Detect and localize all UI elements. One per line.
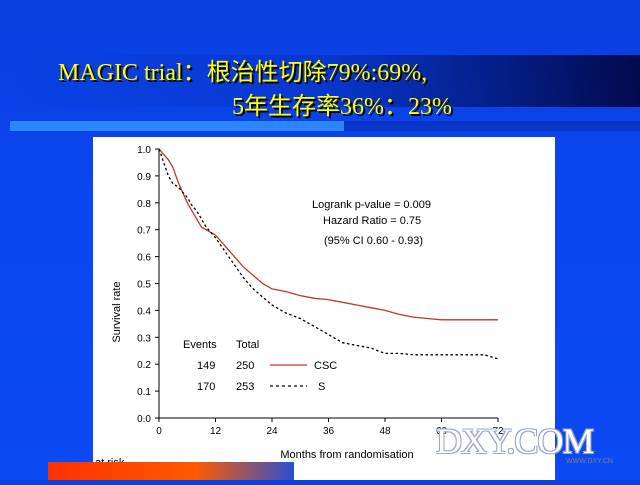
legend-csc-total: 250 [236, 360, 254, 372]
y-tick-label: 0.3 [137, 333, 151, 344]
series-line-s [158, 148, 499, 360]
annotation-hazard-ratio: Hazard Ratio = 0.75 [323, 215, 421, 227]
y-tick-label: 0.9 [137, 172, 151, 183]
x-tick-label: 60 [436, 426, 448, 437]
legend-s-name: S [318, 381, 325, 393]
watermark-url: WWW.DXY.CN [566, 458, 613, 465]
x-tick-label: 72 [492, 426, 504, 437]
chart-panel: 0.0 0.1 0.2 0.3 0.4 0.5 0.6 0.7 0.8 0.9 1.0 0 12 24 36… [93, 137, 555, 480]
slide-title-line-2: 5年生存率36%：23% [232, 94, 452, 120]
y-tick-label: 0.8 [137, 199, 151, 210]
legend-csc-name: CSC [314, 360, 337, 372]
annotation-logrank: Logrank p-value = 0.009 [312, 199, 431, 211]
slide-title-line-1: MAGIC trial：根治性切除79%:69%, [58, 60, 428, 86]
legend-s-total: 253 [236, 381, 254, 393]
y-tick-label: 0.7 [137, 226, 151, 237]
y-axis-label: Survival rate [111, 281, 123, 342]
y-tick-label: 1.0 [137, 145, 151, 156]
x-tick-label: 12 [210, 426, 222, 437]
series-layer [158, 148, 499, 360]
survival-chart: 0.0 0.1 0.2 0.3 0.4 0.5 0.6 0.7 0.8 0.9 1.0 0 12 24 36… [95, 145, 504, 469]
legend-s-events: 170 [197, 381, 215, 393]
y-tick-label: 0.0 [137, 414, 151, 425]
chart-axes: 0.0 0.1 0.2 0.3 0.4 0.5 0.6 0.7 0.8 0.9 1.0 0 12 24 36… [137, 145, 504, 437]
y-tick-label: 0.5 [137, 280, 151, 291]
x-tick-label: 36 [323, 426, 335, 437]
y-tick-label: 0.6 [137, 253, 151, 264]
x-tick-label: 24 [266, 426, 278, 437]
legend-header-total: Total [236, 339, 259, 351]
series-line-csc [158, 148, 498, 321]
legend-csc-events: 149 [197, 360, 215, 372]
watermark-logo: DXY.COM [436, 421, 594, 461]
title-underline-bar [10, 121, 344, 131]
x-tick-label: 0 [156, 426, 162, 437]
x-axis-label: Months from randomisation [280, 449, 413, 461]
y-tick-label: 0.2 [137, 360, 151, 371]
footer-accent-bar [48, 462, 294, 480]
legend-header-events: Events [183, 339, 217, 351]
y-tick-label: 0.1 [137, 387, 151, 398]
title-underline-bar-dark [344, 121, 640, 131]
x-tick-label: 48 [379, 426, 391, 437]
annotation-ci: (95% CI 0.60 - 0.93) [324, 235, 423, 247]
title-band [0, 55, 640, 107]
y-tick-label: 0.4 [137, 306, 151, 317]
